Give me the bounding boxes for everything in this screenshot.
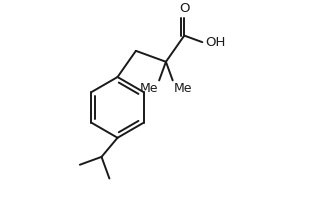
Text: Me: Me [139,82,158,95]
Text: O: O [179,2,190,16]
Text: OH: OH [205,36,225,49]
Text: Me: Me [174,82,193,95]
